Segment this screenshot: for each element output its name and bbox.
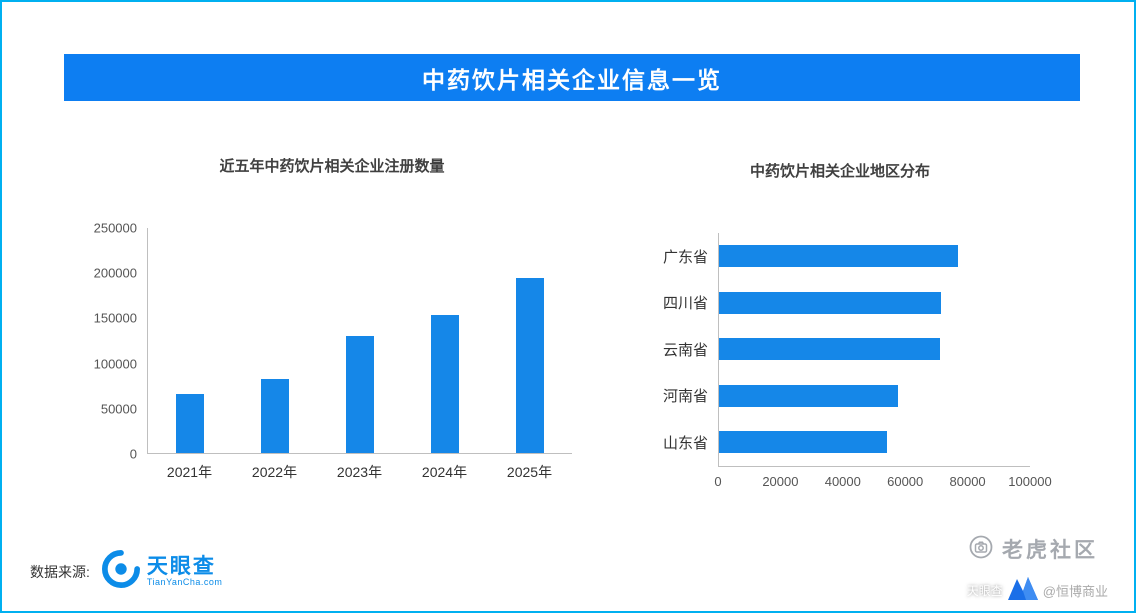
tiger-community-watermark: 老虎社区 xyxy=(969,534,1098,564)
region-label: 河南省 xyxy=(662,388,708,406)
tianyancha-logo-name: 天眼查 xyxy=(146,554,216,578)
region-bar xyxy=(719,245,959,268)
region-label: 山东省 xyxy=(662,434,708,452)
left-chart-x-axis: 2021年 2022年 2023年 2024年 2025年 xyxy=(147,454,572,482)
x-axis-tick-label: 0 xyxy=(714,473,722,489)
x-axis-tick-label: 80000 xyxy=(949,473,986,489)
left-chart-title: 近五年中药饮片相关企业注册数量 xyxy=(219,158,445,175)
y-axis-tick-label: 250000 xyxy=(93,220,137,236)
y-axis-tick-label: 200000 xyxy=(93,265,137,281)
x-axis-category-label: 2024年 xyxy=(421,464,468,480)
region-bar xyxy=(719,291,942,314)
x-axis-tick-label: 100000 xyxy=(1008,473,1052,489)
registration-bar-chart: 近五年中药饮片相关企业注册数量 0 50000 100000 150000 200000… xyxy=(92,155,572,482)
y-axis-tick-label: 0 xyxy=(129,446,137,462)
author-watermark-handle: @恒博商业 xyxy=(1042,584,1108,599)
bar-column xyxy=(318,228,403,453)
mountain-logo-icon xyxy=(1006,575,1040,606)
registration-bar xyxy=(430,315,459,453)
x-axis-tick-label: 40000 xyxy=(824,473,861,489)
x-axis-tick-label: 20000 xyxy=(762,473,799,489)
data-source: 数据来源: 天眼查 TianYanCha.com xyxy=(30,550,222,593)
data-source-label: 数据来源: xyxy=(30,563,90,580)
left-chart-bars xyxy=(147,228,572,454)
bar-row xyxy=(719,373,1030,420)
x-axis-category-label: 2025年 xyxy=(506,464,553,480)
y-axis-tick-label: 50000 xyxy=(100,401,137,417)
right-chart-x-axis: 0 20000 40000 60000 80000 100000 xyxy=(714,467,1051,493)
tianyancha-logo-icon xyxy=(101,550,140,593)
bar-row xyxy=(719,233,1030,280)
region-label: 四川省 xyxy=(662,295,708,313)
bar-row xyxy=(719,326,1030,373)
tianyancha-logo-domain: TianYanCha.com xyxy=(146,576,223,587)
bar-row xyxy=(719,280,1030,327)
region-label: 广东省 xyxy=(662,248,708,266)
right-chart-plot-area: 广东省四川省云南省河南省山东省 xyxy=(650,233,1030,467)
title-banner: 中药饮片相关企业信息一览 xyxy=(64,54,1080,101)
left-chart-plot-area: 0 50000 100000 150000 200000 250000 xyxy=(92,222,572,461)
bar-row xyxy=(719,419,1030,466)
x-axis-category-label: 2023年 xyxy=(336,464,383,480)
region-bar xyxy=(719,338,940,361)
region-bar-chart: 中药饮片相关企业地区分布 广东省四川省云南省河南省山东省 0 20000 40000… xyxy=(650,160,1052,493)
region-bar xyxy=(719,431,887,454)
right-chart-bars xyxy=(718,233,1030,467)
bar-column xyxy=(233,228,318,453)
x-axis-category-label: 2022年 xyxy=(251,464,298,480)
registration-bar xyxy=(261,379,290,453)
right-chart-category-axis: 广东省四川省云南省河南省山东省 xyxy=(650,233,718,467)
tiger-community-watermark-text: 老虎社区 xyxy=(1002,539,1098,562)
registration-bar xyxy=(176,393,205,453)
camera-icon xyxy=(969,535,993,564)
left-chart-y-axis: 0 50000 100000 150000 200000 250000 xyxy=(92,222,147,461)
tianyancha-logo: 天眼查 TianYanCha.com xyxy=(101,550,223,593)
right-chart-title: 中药饮片相关企业地区分布 xyxy=(749,163,930,180)
registration-bar xyxy=(515,278,544,453)
x-axis-category-label: 2021年 xyxy=(166,464,213,480)
region-label: 云南省 xyxy=(662,341,708,359)
region-bar xyxy=(719,384,898,407)
author-watermark: 天眼查 @恒博商业 xyxy=(967,575,1108,606)
author-watermark-brand: 天眼查 xyxy=(966,584,1003,598)
page-title: 中药饮片相关企业信息一览 xyxy=(422,66,722,93)
bar-column xyxy=(487,228,572,453)
registration-bar xyxy=(345,336,374,453)
y-axis-tick-label: 150000 xyxy=(93,310,137,326)
y-axis-tick-label: 100000 xyxy=(93,356,137,372)
bar-column xyxy=(402,228,487,453)
bar-column xyxy=(148,228,233,453)
x-axis-tick-label: 60000 xyxy=(887,473,924,489)
tianyancha-logo-text: 天眼查 TianYanCha.com xyxy=(146,554,223,587)
